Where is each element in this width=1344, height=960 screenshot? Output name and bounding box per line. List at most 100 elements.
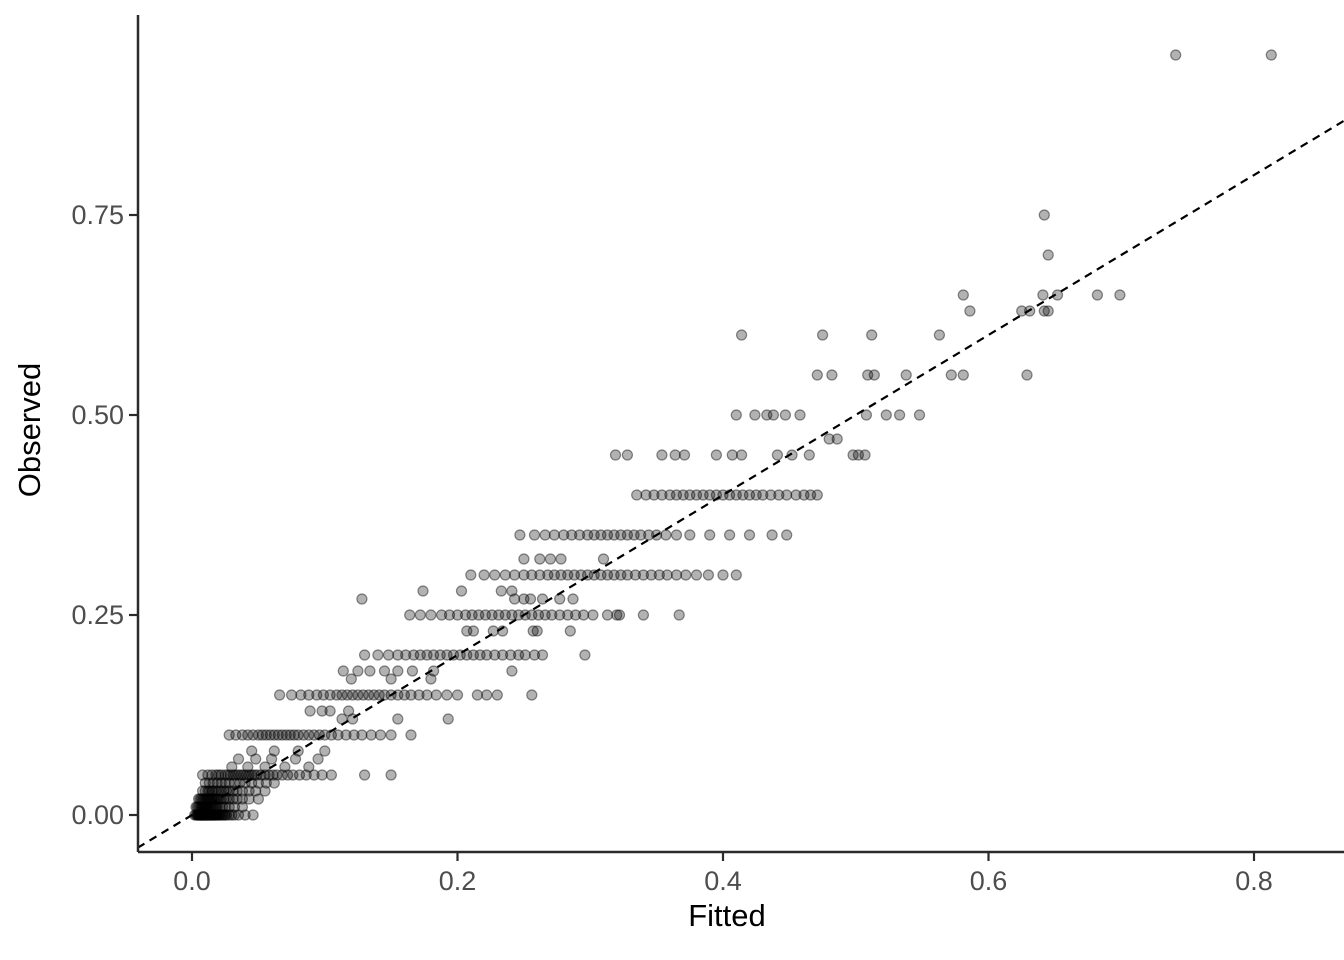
- data-point: [282, 769, 294, 781]
- data-point: [201, 809, 213, 821]
- data-point: [264, 729, 276, 741]
- data-point: [544, 553, 557, 565]
- data-point: [608, 569, 620, 581]
- data-point: [223, 793, 235, 805]
- data-point: [287, 769, 299, 781]
- data-point: [621, 449, 634, 461]
- data-point: [957, 289, 969, 301]
- data-point: [735, 329, 748, 341]
- data-point: [303, 761, 315, 773]
- data-point: [201, 793, 213, 805]
- data-point: [749, 409, 761, 421]
- data-point: [224, 769, 237, 781]
- data-point: [601, 569, 614, 581]
- data-point: [601, 609, 614, 621]
- data-point: [232, 809, 245, 821]
- data-point: [1042, 249, 1054, 261]
- data-point: [461, 625, 473, 637]
- data-point: [1091, 289, 1104, 301]
- data-point: [189, 809, 201, 821]
- data-point: [202, 809, 214, 821]
- data-point: [206, 809, 218, 821]
- data-point: [246, 745, 258, 757]
- data-point: [790, 489, 802, 501]
- data-point: [226, 809, 238, 821]
- data-point: [210, 769, 222, 781]
- data-point: [295, 689, 307, 701]
- data-point: [289, 753, 302, 765]
- data-point: [231, 793, 243, 805]
- data-point: [197, 793, 209, 805]
- data-point: [202, 769, 214, 781]
- data-point: [203, 809, 215, 821]
- data-point: [268, 729, 280, 741]
- data-point: [223, 801, 235, 813]
- data-point: [214, 809, 226, 821]
- data-point: [222, 769, 234, 781]
- data-point: [215, 809, 227, 821]
- data-point: [524, 593, 537, 605]
- data-point: [518, 553, 530, 565]
- data-point: [629, 569, 642, 581]
- data-point: [308, 769, 320, 781]
- data-point: [197, 809, 209, 821]
- data-point: [684, 489, 696, 501]
- data-point: [206, 785, 218, 797]
- data-point: [236, 793, 248, 805]
- data-point: [766, 529, 778, 541]
- data-point: [220, 809, 233, 821]
- data-point: [595, 529, 607, 541]
- data-point: [230, 769, 242, 781]
- data-point: [823, 433, 835, 445]
- data-point: [478, 569, 490, 581]
- data-point: [428, 649, 440, 661]
- data-point: [197, 785, 209, 797]
- data-point: [548, 569, 561, 581]
- data-point: [669, 449, 681, 461]
- data-point: [635, 529, 647, 541]
- data-point: [199, 809, 211, 821]
- data-point: [236, 729, 248, 741]
- data-point: [826, 369, 838, 381]
- data-point: [199, 809, 211, 821]
- data-point: [628, 529, 640, 541]
- data-point: [489, 569, 501, 581]
- data-point: [723, 529, 736, 541]
- data-point: [332, 729, 344, 741]
- data-point: [215, 785, 227, 797]
- data-point: [442, 713, 454, 725]
- data-point: [211, 809, 223, 821]
- data-point: [199, 785, 211, 797]
- data-point: [534, 553, 546, 565]
- data-point: [467, 649, 479, 661]
- data-point: [528, 649, 541, 661]
- data-point: [611, 609, 623, 621]
- data-point: [211, 777, 223, 789]
- data-point: [308, 729, 320, 741]
- data-point: [852, 449, 865, 461]
- data-point: [202, 809, 214, 821]
- data-point: [750, 489, 762, 501]
- data-point: [385, 729, 397, 741]
- data-point: [203, 801, 215, 813]
- data-point: [554, 593, 566, 605]
- data-point: [213, 809, 225, 821]
- data-point: [405, 729, 417, 741]
- data-point: [207, 777, 219, 789]
- data-point: [562, 609, 574, 621]
- data-point: [512, 649, 525, 661]
- data-point: [587, 609, 599, 621]
- data-point: [324, 705, 336, 717]
- data-point: [933, 329, 946, 341]
- data-point: [474, 649, 486, 661]
- data-point: [413, 689, 425, 701]
- data-point: [213, 809, 225, 821]
- data-point: [215, 777, 227, 789]
- data-point: [573, 529, 586, 541]
- data-point: [1037, 289, 1049, 301]
- data-point: [260, 777, 272, 789]
- data-point: [198, 809, 210, 821]
- data-point: [664, 489, 676, 501]
- y-tick-label: 0.25: [71, 600, 124, 630]
- data-point: [198, 809, 210, 821]
